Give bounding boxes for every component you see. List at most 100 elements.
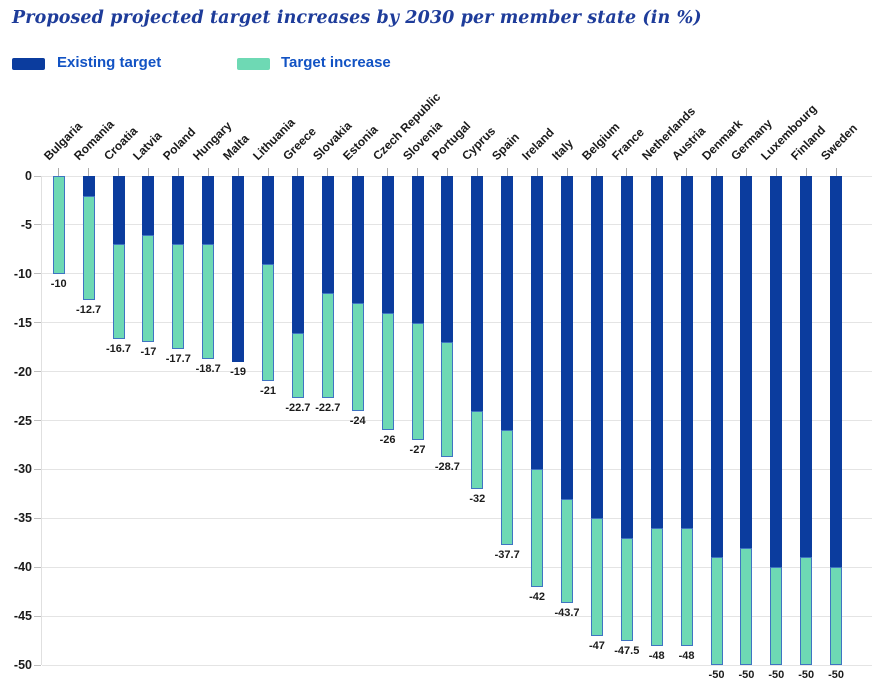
y-axis-tick bbox=[34, 517, 41, 519]
gridline bbox=[42, 322, 872, 324]
bar-existing-target-segment bbox=[351, 176, 364, 304]
bar-target-increase-segment bbox=[501, 430, 514, 545]
bar-existing-target-segment bbox=[590, 176, 603, 519]
x-axis-tick bbox=[835, 168, 837, 176]
legend-swatch-target-increase bbox=[237, 58, 270, 70]
bar-value-label: -26 bbox=[379, 434, 396, 447]
y-axis-tick bbox=[34, 420, 41, 422]
bar-value-label: -17.7 bbox=[165, 353, 191, 366]
y-axis-label: -50 bbox=[13, 658, 32, 673]
bar-existing-target-segment bbox=[82, 176, 95, 196]
bar-existing-target-segment bbox=[531, 176, 544, 470]
bar-target-increase-segment bbox=[830, 567, 843, 666]
gridline bbox=[42, 420, 872, 422]
y-axis-label: 0 bbox=[25, 169, 32, 183]
bar-value-label: -22.7 bbox=[315, 402, 341, 415]
x-axis-tick bbox=[476, 168, 478, 176]
bar-target-increase-segment bbox=[52, 176, 65, 274]
y-axis-tick bbox=[34, 566, 41, 568]
bar-target-increase-segment bbox=[620, 537, 633, 641]
x-axis-tick bbox=[387, 168, 389, 176]
x-axis-tick bbox=[267, 168, 269, 176]
bar-existing-target-segment bbox=[112, 176, 125, 245]
bar-target-increase-segment bbox=[82, 195, 95, 301]
bar-target-increase-segment bbox=[800, 557, 813, 666]
bar-value-label: -50 bbox=[768, 669, 785, 682]
x-axis-tick bbox=[446, 168, 448, 176]
bar-existing-target-segment bbox=[800, 176, 813, 558]
bar-value-label: -48 bbox=[678, 649, 695, 662]
y-axis-label: -30 bbox=[13, 462, 32, 477]
bar-target-increase-segment bbox=[561, 498, 573, 604]
gridline bbox=[42, 224, 872, 226]
bar-existing-target-segment bbox=[411, 176, 424, 323]
bar-value-label: -24 bbox=[349, 414, 366, 427]
y-axis-tick bbox=[34, 273, 41, 275]
x-axis-tick bbox=[626, 168, 628, 176]
y-axis-label: -25 bbox=[13, 413, 32, 428]
gridline bbox=[42, 615, 872, 617]
bar-value-label: -47.5 bbox=[614, 644, 640, 657]
x-axis-tick bbox=[207, 168, 209, 176]
bar-value-label: -28.7 bbox=[434, 460, 460, 473]
x-axis-tick bbox=[596, 168, 598, 176]
bar-existing-target-segment bbox=[172, 176, 185, 245]
bar-existing-target-segment bbox=[142, 176, 155, 235]
bar-existing-target-segment bbox=[561, 176, 573, 499]
x-axis-tick bbox=[417, 168, 418, 176]
bar-existing-target-segment bbox=[291, 176, 304, 333]
x-axis-tick bbox=[357, 168, 359, 176]
y-axis-tick bbox=[34, 468, 41, 470]
bar-value-label: -50 bbox=[828, 669, 845, 682]
x-axis-tick bbox=[177, 168, 179, 176]
gridline bbox=[42, 273, 872, 275]
bar-existing-target-segment bbox=[232, 176, 245, 362]
x-axis-tick bbox=[716, 168, 717, 176]
bar-value-label: -47 bbox=[588, 639, 605, 652]
legend-swatch-existing-target bbox=[12, 58, 45, 70]
x-axis-tick bbox=[775, 168, 777, 176]
bar-value-label: -43.7 bbox=[554, 607, 580, 620]
bar-existing-target-segment bbox=[321, 176, 334, 294]
x-axis-tick bbox=[297, 168, 299, 176]
country-label: Poland bbox=[160, 124, 199, 163]
x-axis-tick bbox=[566, 168, 568, 176]
bar-existing-target-segment bbox=[501, 176, 514, 431]
y-axis-label: -10 bbox=[13, 266, 32, 281]
bar-value-label: -10 bbox=[50, 277, 67, 290]
bar-target-increase-segment bbox=[202, 244, 215, 359]
bar-target-increase-segment bbox=[740, 547, 753, 666]
y-axis-tick bbox=[34, 322, 41, 324]
bar-existing-target-segment bbox=[710, 176, 723, 558]
gridline bbox=[42, 468, 872, 470]
x-axis-tick bbox=[237, 168, 239, 176]
bar-existing-target-segment bbox=[680, 176, 693, 529]
y-axis-label: -45 bbox=[13, 609, 32, 624]
bar-value-label: -32 bbox=[469, 493, 486, 506]
bar-target-increase-segment bbox=[381, 312, 394, 431]
bar-target-increase-segment bbox=[770, 567, 783, 666]
gridline bbox=[42, 175, 872, 177]
bar-existing-target-segment bbox=[740, 176, 753, 548]
y-axis-tick bbox=[34, 664, 41, 666]
bar-existing-target-segment bbox=[471, 176, 484, 411]
bar-value-label: -48 bbox=[648, 649, 665, 662]
legend-label-existing-target: Existing target bbox=[57, 54, 162, 71]
y-axis-label: -35 bbox=[13, 511, 32, 526]
country-label: Sweden bbox=[818, 121, 861, 163]
bar-value-label: -22.7 bbox=[285, 402, 311, 415]
x-axis-tick bbox=[686, 168, 688, 176]
y-axis-tick bbox=[34, 175, 41, 177]
bar-value-label: -17 bbox=[140, 346, 157, 359]
bar-target-increase-segment bbox=[321, 293, 334, 399]
bar-target-increase-segment bbox=[142, 234, 155, 343]
x-axis-tick bbox=[147, 168, 149, 176]
x-axis-tick bbox=[88, 168, 90, 176]
chart-title: Proposed projected target increases by 2… bbox=[12, 8, 702, 28]
y-axis-label: -40 bbox=[13, 560, 32, 575]
bar-value-label: -37.7 bbox=[494, 548, 520, 561]
bar-value-label: -50 bbox=[738, 669, 755, 682]
gridline bbox=[42, 664, 872, 666]
bar-target-increase-segment bbox=[411, 322, 424, 441]
